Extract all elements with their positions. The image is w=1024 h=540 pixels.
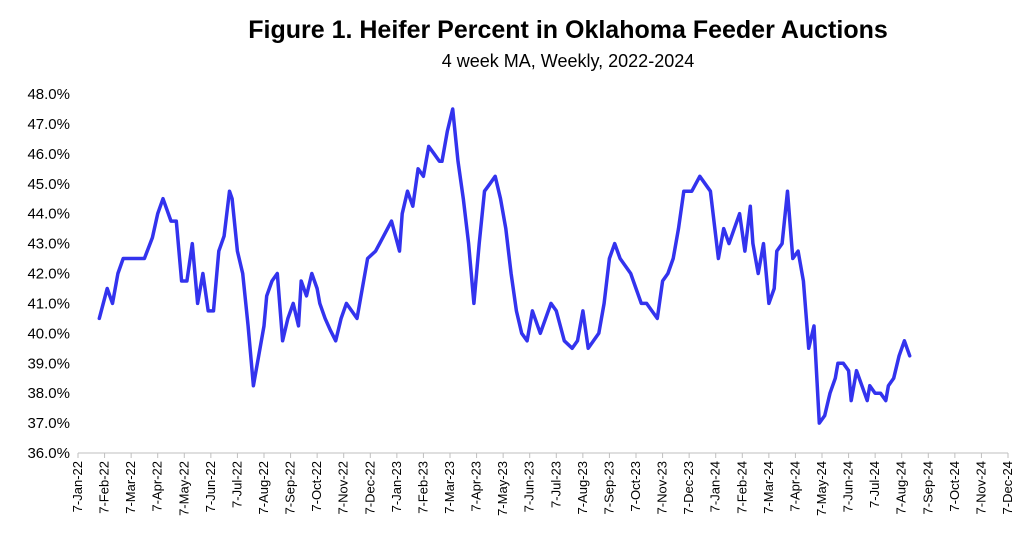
x-tick-label: 7-Nov-24 — [973, 461, 988, 514]
y-tick-label: 48.0% — [27, 86, 70, 103]
x-axis: 7-Jan-22 7-Feb-22 7-Mar-22 7-Apr-22 7-May-22… — [70, 452, 1015, 516]
x-tick-label: 7-Aug-24 — [894, 461, 909, 514]
x-tick-label: 7-Nov-23 — [655, 461, 670, 514]
x-tick-label: 7-Mar-23 — [442, 461, 457, 514]
y-tick-label: 40.0% — [27, 325, 70, 342]
x-tick-label: 7-Jan-23 — [389, 461, 404, 512]
y-tick-label: 39.0% — [27, 355, 70, 372]
x-tick-label: 7-Jul-24 — [867, 461, 882, 508]
x-tick-label: 7-Aug-22 — [256, 461, 271, 514]
y-tick-label: 42.0% — [27, 266, 70, 283]
x-tick-label: 7-Sep-24 — [920, 461, 935, 514]
x-tick-label: 7-Dec-24 — [1000, 461, 1015, 514]
x-tick-label: 7-Oct-24 — [947, 461, 962, 512]
x-tick-label: 7-Jun-24 — [841, 461, 856, 512]
x-tick-label: 7-Dec-22 — [362, 461, 377, 514]
x-tick-label: 7-Aug-23 — [575, 461, 590, 514]
y-tick-label: 36.0% — [27, 445, 70, 462]
y-tick-label: 43.0% — [27, 236, 70, 253]
y-tick-label: 37.0% — [27, 415, 70, 432]
y-tick-label: 38.0% — [27, 385, 70, 402]
x-tick-label: 7-Apr-23 — [469, 461, 484, 512]
x-tick-label: 7-Oct-23 — [628, 461, 643, 512]
y-tick-label: 45.0% — [27, 176, 70, 193]
y-tick-label: 44.0% — [27, 206, 70, 223]
x-tick-label: 7-May-24 — [814, 461, 829, 516]
x-tick-label: 7-Jan-24 — [708, 461, 723, 512]
x-tick-label: 7-Jul-22 — [229, 461, 244, 508]
plot-area — [97, 107, 912, 425]
y-tick-label: 47.0% — [27, 116, 70, 133]
series-line — [97, 107, 912, 425]
x-tick-label: 7-Dec-23 — [681, 461, 696, 514]
x-tick-label: 7-Feb-22 — [97, 461, 112, 514]
y-tick-label: 41.0% — [27, 295, 70, 312]
x-tick-label: 7-Feb-23 — [415, 461, 430, 514]
x-tick-label: 7-Apr-22 — [150, 461, 165, 512]
x-tick-label: 7-Jun-23 — [522, 461, 537, 512]
chart-title: Figure 1. Heifer Percent in Oklahoma Fee… — [248, 16, 888, 44]
x-tick-label: 7-Mar-22 — [123, 461, 138, 514]
y-tick-label: 46.0% — [27, 146, 70, 163]
x-tick-label: 7-Feb-24 — [734, 461, 749, 514]
x-tick-label: 7-Sep-22 — [283, 461, 298, 514]
x-tick-label: 7-Jul-23 — [548, 461, 563, 508]
x-tick-label: 7-Jun-22 — [203, 461, 218, 512]
x-tick-label: 7-May-22 — [176, 461, 191, 516]
x-tick-label: 7-Nov-22 — [336, 461, 351, 514]
x-tick-label: 7-Jan-22 — [70, 461, 85, 512]
x-tick-label: 7-Apr-24 — [787, 461, 802, 512]
x-tick-label: 7-May-23 — [495, 461, 510, 516]
x-tick-label: 7-Oct-22 — [309, 461, 324, 512]
x-tick-label: 7-Sep-23 — [601, 461, 616, 514]
chart-subtitle: 4 week MA, Weekly, 2022-2024 — [442, 51, 694, 71]
x-tick-label: 7-Mar-24 — [761, 461, 776, 514]
y-axis: 36.0% 37.0% 38.0% 39.0% 40.0% 41.0% 42.0% 43.0%… — [27, 86, 70, 462]
